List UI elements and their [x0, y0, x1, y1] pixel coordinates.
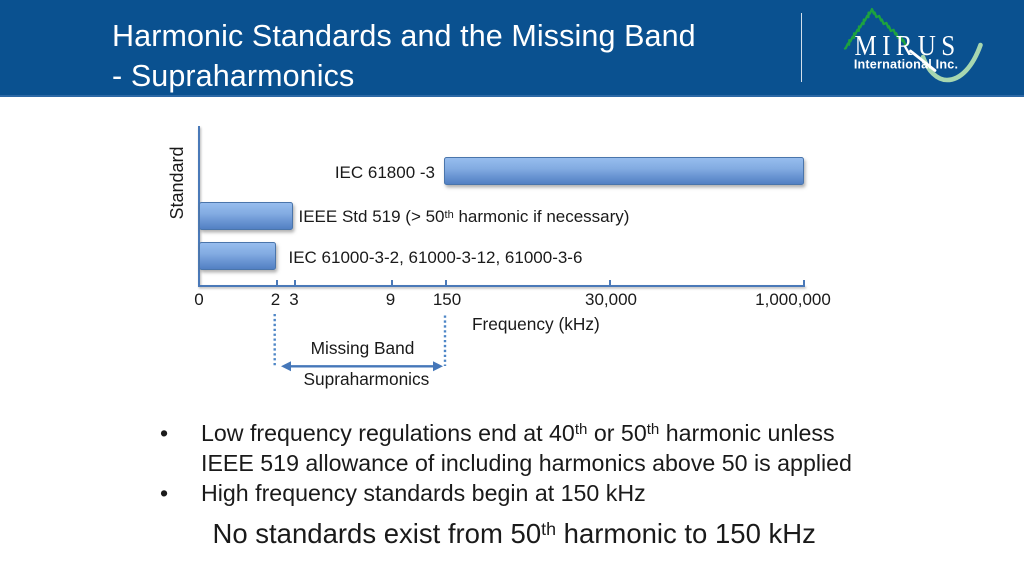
header-bottom-strip — [0, 95, 1024, 97]
bar-ieee-std-519 — [199, 202, 293, 230]
chart-x-axis-line — [197, 284, 805, 287]
bullet1-sup: th — [574, 421, 588, 439]
conclusion-sup: th — [541, 519, 557, 540]
bar-label-text: IEC 61000-3-2, 61000-3-12, 61000-3-6 — [288, 248, 583, 268]
x-axis-label-150: 150 — [432, 290, 462, 310]
bar-label-sup: th — [444, 208, 454, 221]
bar-iec-61000 — [199, 242, 276, 270]
x-axis-label-9: 9 — [385, 290, 396, 310]
slide-title-line2: - Supraharmonics — [112, 59, 355, 93]
chart-y-axis-title: Standard — [167, 145, 187, 220]
x-axis-tick-150 — [444, 279, 447, 285]
logo-r-leg — [909, 49, 937, 72]
slide-title: Harmonic Standards and the Missing Band … — [112, 16, 696, 97]
bar-label-text: harmonic if necessary) — [453, 207, 630, 227]
bullet2-line: High frequency standards begin at 150 kH… — [201, 480, 646, 507]
conclusion-text: No standards exist from 50 — [212, 517, 542, 549]
x-axis-tick-9 — [390, 279, 393, 285]
bullet1-dot: • — [160, 419, 169, 446]
logo-subtitle: International Inc. — [854, 58, 958, 72]
bar-label-ieee-std-519: IEEE Std 519 (> 50th harmonic if necessa… — [299, 208, 630, 228]
slide-title-line1: Harmonic Standards and the Missing Band — [112, 18, 696, 53]
bullet1-line1: Low frequency regulations end at 40th or… — [201, 419, 835, 448]
bar-label-iec-61000: IEC 61000-3-2, 61000-3-12, 61000-3-6 — [289, 249, 583, 266]
chart-x-axis-title: Frequency (kHz) — [472, 313, 600, 334]
bullet1-line2: IEEE 519 allowance of including harmonic… — [201, 450, 852, 477]
mirus-logo: MIRUS International Inc. — [830, 0, 1010, 100]
supraharmonics-label: Supraharmonics — [303, 368, 430, 389]
bullet1-text: or 50 — [587, 419, 647, 446]
bar-label-iec-61800-3: IEC 61800 -3 — [335, 164, 435, 181]
logo-wave-smooth — [920, 42, 983, 83]
bullet1-text: Low frequency regulations end at 40 — [201, 419, 575, 446]
x-axis-tick-30000 — [608, 279, 611, 285]
missing-band-annotation-graphic — [273, 314, 447, 372]
logo-wordmark: MIRUS — [855, 31, 961, 62]
x-axis-tick-3 — [293, 279, 296, 285]
bar-iec-61800-3 — [444, 156, 804, 185]
x-axis-tick-2 — [275, 279, 278, 285]
double-arrow-head-left — [281, 361, 291, 372]
bar-label-text: IEC 61800 -3 — [334, 163, 435, 183]
conclusion-line: No standards exist from 50th harmonic to… — [212, 517, 816, 552]
x-axis-tick-1000000 — [802, 279, 805, 285]
x-axis-label-30000: 30,000 — [585, 290, 637, 310]
bullet1-text: harmonic unless — [659, 419, 835, 446]
logo-wave-jagged — [843, 7, 909, 50]
chart-y-axis-line — [197, 126, 200, 285]
x-axis-label-1000000: 1,000,000 — [755, 290, 831, 310]
bullet2-dot: • — [160, 480, 169, 507]
conclusion-text: harmonic to 150 kHz — [556, 517, 816, 549]
mirus-logo-graphic: MIRUS International Inc. — [843, 7, 983, 83]
bar-label-text: IEEE Std 519 (> 50 — [298, 207, 445, 227]
header-band — [0, 0, 1024, 97]
x-axis-label-3: 3 — [289, 290, 299, 310]
x-axis-label-0: 0 — [194, 290, 204, 310]
missing-band-label: Missing Band — [310, 337, 415, 358]
header-divider-line — [801, 13, 802, 82]
x-axis-label-2: 2 — [270, 290, 281, 310]
double-arrow-head-right — [433, 361, 443, 372]
bullet1-sup: th — [646, 421, 660, 439]
